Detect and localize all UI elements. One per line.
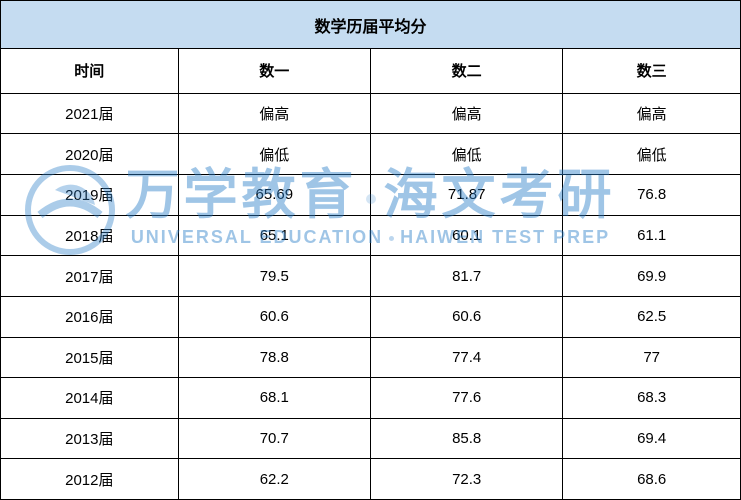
title-row: 数学历届平均分 — [1, 1, 741, 49]
cell-s1: 偏高 — [178, 93, 370, 134]
cell-year: 2017届 — [1, 256, 179, 297]
cell-s3: 68.6 — [563, 459, 741, 500]
cell-s2: 72.3 — [370, 459, 562, 500]
cell-s1: 70.7 — [178, 418, 370, 459]
table-body: 时间 数一 数二 数三 2021届 偏高 偏高 偏高 2020届 偏低 偏低 偏… — [1, 49, 741, 500]
cell-s1: 68.1 — [178, 378, 370, 419]
table-row: 2017届 79.5 81.7 69.9 — [1, 256, 741, 297]
cell-s2: 81.7 — [370, 256, 562, 297]
cell-s2: 85.8 — [370, 418, 562, 459]
cell-s3: 69.9 — [563, 256, 741, 297]
cell-s3: 偏低 — [563, 134, 741, 175]
table-row: 2021届 偏高 偏高 偏高 — [1, 93, 741, 134]
cell-s3: 偏高 — [563, 93, 741, 134]
table-row: 2018届 65.1 60.1 61.1 — [1, 215, 741, 256]
cell-s2: 71.87 — [370, 175, 562, 216]
table-row: 2020届 偏低 偏低 偏低 — [1, 134, 741, 175]
cell-year: 2018届 — [1, 215, 179, 256]
table-container: 数学历届平均分 时间 数一 数二 数三 2021届 偏高 偏高 偏高 2020届… — [0, 0, 741, 500]
col-header-s3: 数三 — [563, 49, 741, 94]
cell-s3: 77 — [563, 337, 741, 378]
cell-year: 2014届 — [1, 378, 179, 419]
table-row: 2013届 70.7 85.8 69.4 — [1, 418, 741, 459]
cell-s3: 62.5 — [563, 296, 741, 337]
cell-s1: 60.6 — [178, 296, 370, 337]
cell-s1: 79.5 — [178, 256, 370, 297]
col-header-s2: 数二 — [370, 49, 562, 94]
col-header-time: 时间 — [1, 49, 179, 94]
cell-s2: 77.6 — [370, 378, 562, 419]
cell-s3: 76.8 — [563, 175, 741, 216]
cell-s2: 偏低 — [370, 134, 562, 175]
cell-year: 2019届 — [1, 175, 179, 216]
cell-year: 2013届 — [1, 418, 179, 459]
cell-s3: 61.1 — [563, 215, 741, 256]
cell-s1: 62.2 — [178, 459, 370, 500]
cell-s2: 77.4 — [370, 337, 562, 378]
table-row: 2014届 68.1 77.6 68.3 — [1, 378, 741, 419]
cell-s3: 68.3 — [563, 378, 741, 419]
cell-s1: 65.69 — [178, 175, 370, 216]
cell-year: 2012届 — [1, 459, 179, 500]
cell-year: 2016届 — [1, 296, 179, 337]
cell-s1: 65.1 — [178, 215, 370, 256]
table-title: 数学历届平均分 — [1, 1, 741, 49]
cell-year: 2021届 — [1, 93, 179, 134]
table-row: 2019届 65.69 71.87 76.8 — [1, 175, 741, 216]
cell-s1: 78.8 — [178, 337, 370, 378]
score-table: 数学历届平均分 时间 数一 数二 数三 2021届 偏高 偏高 偏高 2020届… — [0, 0, 741, 500]
cell-s3: 69.4 — [563, 418, 741, 459]
cell-s2: 偏高 — [370, 93, 562, 134]
cell-year: 2015届 — [1, 337, 179, 378]
table-row: 2016届 60.6 60.6 62.5 — [1, 296, 741, 337]
table-row: 2012届 62.2 72.3 68.6 — [1, 459, 741, 500]
cell-s2: 60.6 — [370, 296, 562, 337]
table-row: 2015届 78.8 77.4 77 — [1, 337, 741, 378]
cell-year: 2020届 — [1, 134, 179, 175]
cell-s2: 60.1 — [370, 215, 562, 256]
header-row: 时间 数一 数二 数三 — [1, 49, 741, 94]
cell-s1: 偏低 — [178, 134, 370, 175]
col-header-s1: 数一 — [178, 49, 370, 94]
